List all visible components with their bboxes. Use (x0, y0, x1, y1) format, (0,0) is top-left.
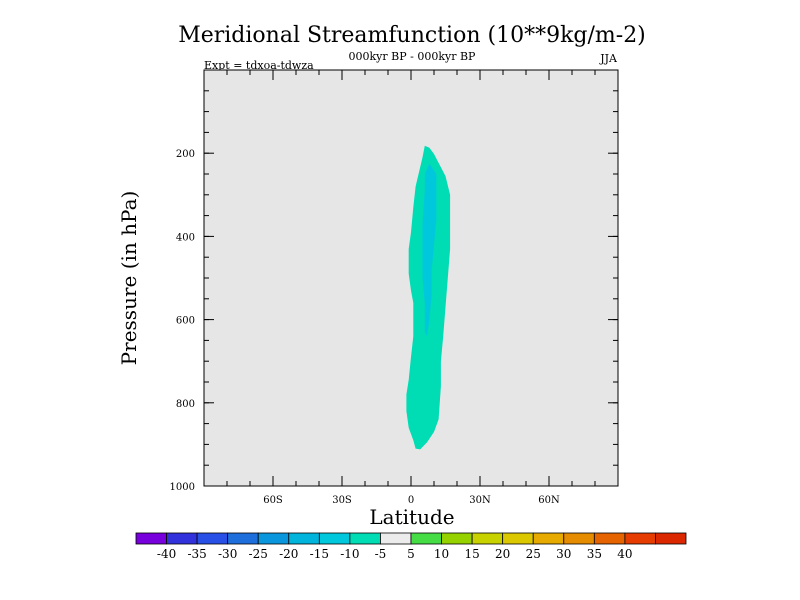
colorbar-swatch (196, 532, 229, 545)
colorbar-label: -10 (340, 547, 359, 561)
colorbar-swatch (410, 532, 442, 545)
colorbar-swatch (318, 532, 351, 545)
colorbar-label: -35 (187, 547, 206, 561)
colorbar-swatch (349, 532, 381, 545)
subtitle-right: JJA (599, 52, 618, 65)
colorbar-label: 40 (617, 547, 632, 561)
colorbar-swatch (655, 532, 687, 545)
colorbar-label: -30 (218, 547, 237, 561)
subtitle-left: Expt = tdxoa-tdwza (204, 59, 314, 72)
x-axis-label: Latitude (369, 505, 454, 529)
chart-title: Meridional Streamfunction (10**9kg/m-2) (178, 23, 646, 48)
colorbar-swatch (135, 532, 167, 545)
colorbar-label: -40 (157, 547, 176, 561)
colorbar-label: 20 (495, 547, 510, 561)
colorbar-label: 10 (434, 547, 449, 561)
colorbar-label: 30 (556, 547, 571, 561)
colorbar-label: -25 (249, 547, 268, 561)
colorbar: -40 -35 -30 -25 -20 -15 -10 -5 5 10 15 20 25 30 35 40 (135, 532, 687, 561)
colorbar-label: 15 (464, 547, 479, 561)
colorbar-swatch (471, 532, 504, 545)
contour-region-1 (422, 163, 437, 337)
colorbar-swatch (227, 532, 259, 545)
x-tick-label: 60N (538, 495, 560, 506)
tick-layer: 60S 30S 0 30N 60N 200 400 600 800 1000 (170, 70, 618, 506)
colorbar-swatch (257, 532, 290, 545)
colorbar-swatch (593, 532, 626, 545)
colorbar-label: 5 (407, 547, 415, 561)
subtitle-center: 000kyr BP - 000kyr BP (349, 50, 477, 63)
x-tick-label: 30S (332, 495, 352, 506)
colorbar-swatch (166, 532, 198, 545)
colorbar-label: -20 (279, 547, 298, 561)
colorbar-swatch (532, 532, 565, 545)
colorbar-swatch (288, 532, 320, 545)
y-tick-label: 200 (176, 149, 195, 160)
x-tick-label: 0 (408, 495, 414, 506)
y-tick-label: 800 (176, 399, 195, 410)
colorbar-swatch (441, 532, 473, 545)
colorbar-label: 25 (526, 547, 541, 561)
y-tick-label: 600 (176, 316, 195, 327)
colorbar-swatch (380, 532, 412, 545)
colorbar-swatch (624, 532, 656, 545)
colorbar-label: -15 (310, 547, 329, 561)
y-axis-label: Pressure (in hPa) (117, 191, 141, 366)
colorbar-swatch (502, 532, 534, 545)
y-tick-label: 1000 (170, 482, 195, 493)
colorbar-label: -5 (375, 547, 387, 561)
x-tick-label: 30N (469, 495, 491, 506)
y-tick-label: 400 (176, 232, 195, 243)
x-tick-label: 60S (263, 495, 283, 506)
colorbar-label: 35 (587, 547, 602, 561)
colorbar-swatch (563, 532, 595, 545)
contour-layer (406, 145, 451, 450)
